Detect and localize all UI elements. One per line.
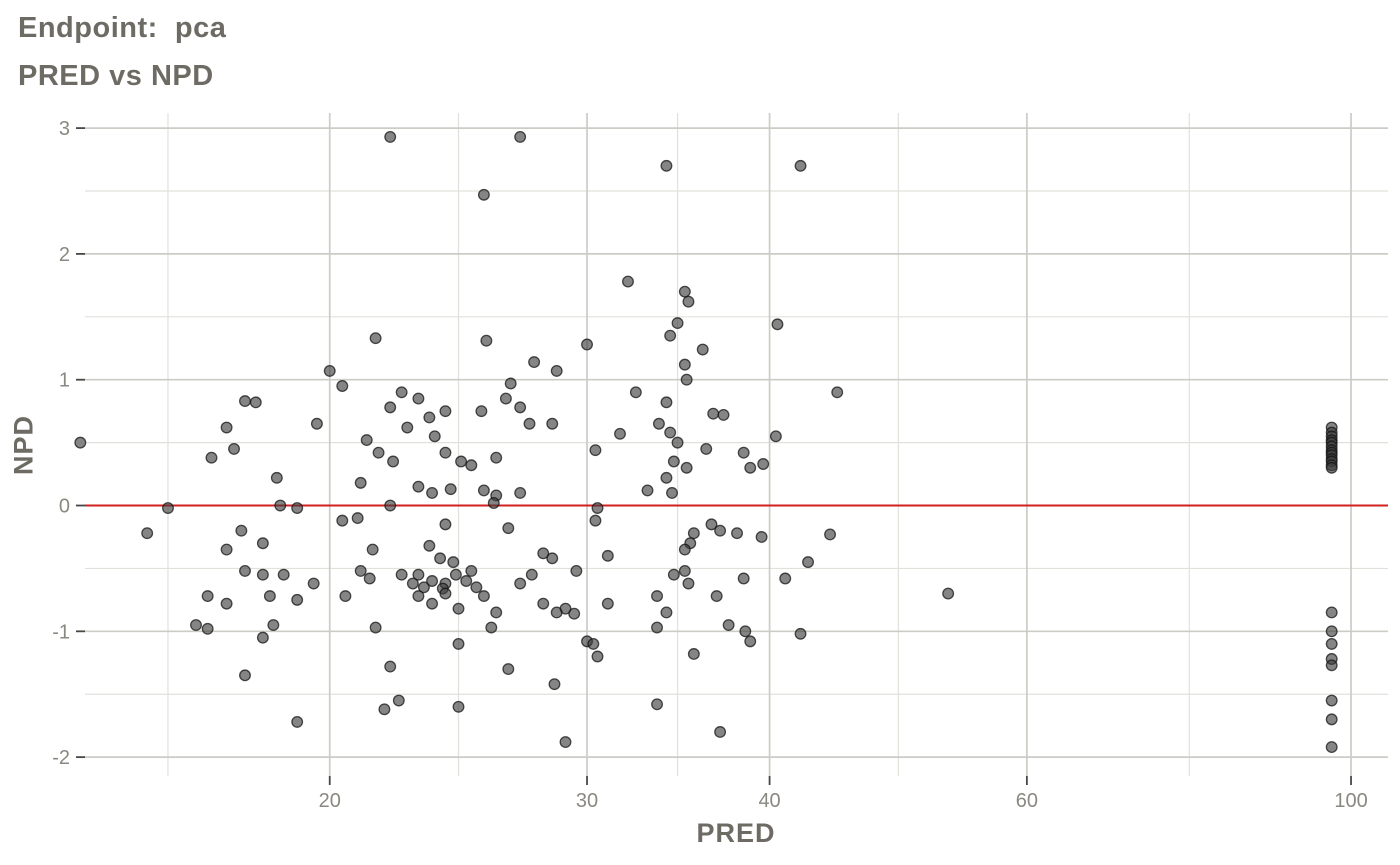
svg-text:30: 30 xyxy=(576,790,598,812)
svg-text:60: 60 xyxy=(1016,790,1038,812)
svg-text:3: 3 xyxy=(59,118,70,140)
svg-text:-1: -1 xyxy=(52,621,70,643)
svg-text:100: 100 xyxy=(1334,790,1367,812)
y-axis-label: NPD xyxy=(8,414,39,476)
svg-text:20: 20 xyxy=(319,790,341,812)
x-axis-label: PRED xyxy=(696,818,776,848)
svg-text:40: 40 xyxy=(758,790,780,812)
chart-title: Endpoint: pca xyxy=(18,12,227,44)
chart-subtitle: PRED vs NPD xyxy=(18,60,214,92)
svg-text:2: 2 xyxy=(59,244,70,266)
svg-text:-2: -2 xyxy=(52,747,70,769)
svg-text:0: 0 xyxy=(59,496,70,518)
svg-text:1: 1 xyxy=(59,370,70,392)
